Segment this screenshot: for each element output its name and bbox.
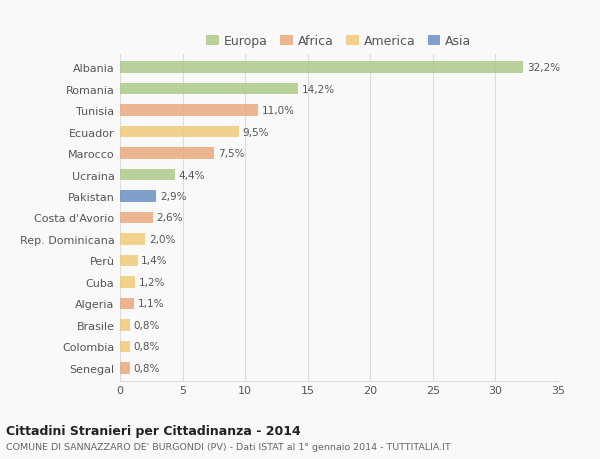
Text: 14,2%: 14,2%: [301, 84, 335, 95]
Text: COMUNE DI SANNAZZARO DE' BURGONDI (PV) - Dati ISTAT al 1° gennaio 2014 - TUTTITA: COMUNE DI SANNAZZARO DE' BURGONDI (PV) -…: [6, 442, 451, 451]
Bar: [120, 84, 298, 95]
Bar: [120, 190, 156, 202]
Bar: [120, 276, 135, 288]
Text: 11,0%: 11,0%: [262, 106, 295, 116]
Text: 7,5%: 7,5%: [218, 149, 244, 159]
Text: Cittadini Stranieri per Cittadinanza - 2014: Cittadini Stranieri per Cittadinanza - 2…: [6, 425, 301, 437]
Bar: [120, 126, 239, 138]
Bar: [120, 362, 130, 374]
Text: 1,1%: 1,1%: [137, 299, 164, 309]
Text: 32,2%: 32,2%: [527, 63, 560, 73]
Text: 0,8%: 0,8%: [134, 320, 160, 330]
Bar: [120, 234, 145, 246]
Text: 2,0%: 2,0%: [149, 235, 175, 245]
Text: 1,4%: 1,4%: [141, 256, 168, 266]
Bar: [120, 148, 214, 160]
Bar: [120, 255, 137, 267]
Text: 2,9%: 2,9%: [160, 191, 187, 202]
Text: 0,8%: 0,8%: [134, 341, 160, 352]
Bar: [120, 298, 134, 310]
Text: 0,8%: 0,8%: [134, 363, 160, 373]
Bar: [120, 212, 152, 224]
Bar: [120, 341, 130, 353]
Bar: [120, 169, 175, 181]
Text: 9,5%: 9,5%: [242, 127, 269, 137]
Bar: [120, 105, 257, 117]
Bar: [120, 62, 523, 74]
Text: 2,6%: 2,6%: [156, 213, 183, 223]
Text: 4,4%: 4,4%: [179, 170, 205, 180]
Text: 1,2%: 1,2%: [139, 277, 165, 287]
Legend: Europa, Africa, America, Asia: Europa, Africa, America, Asia: [206, 35, 472, 48]
Bar: [120, 319, 130, 331]
